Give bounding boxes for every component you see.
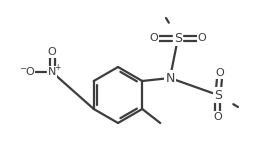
Text: O: O: [216, 68, 224, 78]
Text: −: −: [20, 65, 26, 74]
Text: O: O: [48, 47, 56, 57]
Text: N: N: [165, 72, 175, 84]
Text: O: O: [150, 33, 158, 43]
Text: S: S: [214, 88, 222, 101]
Text: S: S: [174, 32, 182, 44]
Text: O: O: [214, 112, 222, 122]
Text: O: O: [26, 67, 34, 77]
Text: +: +: [54, 63, 60, 72]
Text: N: N: [48, 67, 56, 77]
Text: O: O: [198, 33, 206, 43]
